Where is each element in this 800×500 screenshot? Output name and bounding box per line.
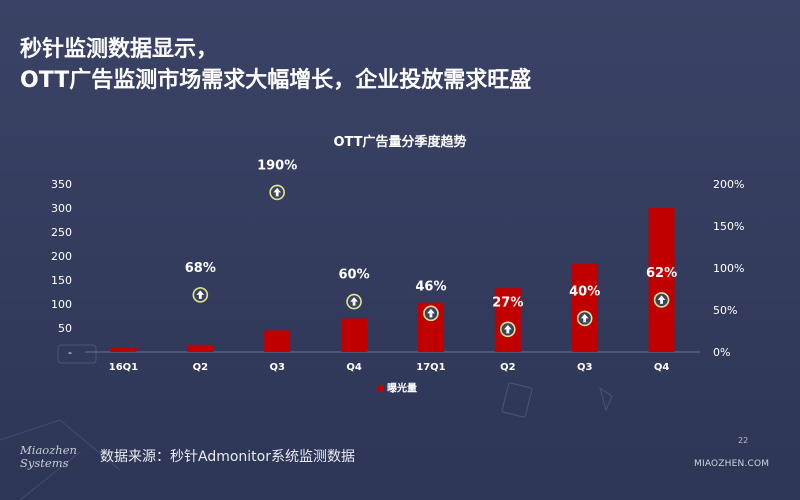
x-tick-label: Q4 (346, 362, 362, 373)
bar-1 (110, 348, 136, 352)
bar-4 (341, 318, 367, 352)
x-tick-label: Q3 (269, 362, 285, 373)
bar-2 (187, 345, 213, 352)
y-left-tick-label: - (68, 346, 72, 359)
y-right-tick-label: 100% (713, 262, 744, 275)
growth-marker-up-arrow-icon (655, 293, 669, 307)
y-left-tick-label: 100 (51, 298, 72, 311)
y-right-tick-label: 150% (713, 220, 744, 233)
y-left-tick-label: 350 (51, 178, 72, 191)
y-left-tick-label: 200 (51, 250, 72, 263)
x-tick-label: Q2 (193, 362, 209, 373)
y-right-tick-label: 0% (713, 346, 730, 359)
miaozhen-logo: Miaozhen Systems (20, 444, 82, 482)
bar-7 (572, 263, 598, 352)
site-url: MIAOZHEN.COM (694, 459, 769, 469)
y-left-tick-label: 300 (51, 202, 72, 215)
x-tick-label: Q4 (654, 362, 670, 373)
growth-label: 68% (185, 261, 216, 276)
data-source-note: 数据来源：秒针Admonitor系统监测数据 (100, 446, 355, 466)
x-tick-label: Q2 (500, 362, 516, 373)
x-tick-label: Q3 (577, 362, 593, 373)
page-number: 22 (738, 436, 748, 445)
growth-label: 60% (339, 268, 370, 283)
growth-marker-up-arrow-icon (501, 322, 515, 336)
y-left-tick-label: 50 (58, 322, 72, 335)
growth-marker-up-arrow-icon (578, 311, 592, 325)
y-left-tick-label: 250 (51, 226, 72, 239)
y-left-tick-label: 150 (51, 274, 72, 287)
growth-label: 46% (415, 279, 446, 294)
growth-marker-up-arrow-icon (424, 306, 438, 320)
legend-label: 曝光量 (387, 382, 417, 395)
growth-marker-up-arrow-icon (270, 185, 284, 199)
growth-marker-up-arrow-icon (347, 295, 361, 309)
x-tick-label: 17Q1 (416, 362, 445, 373)
y-right-tick-label: 200% (713, 178, 744, 191)
growth-label: 40% (569, 284, 600, 299)
growth-label: 190% (257, 158, 297, 173)
legend-swatch (377, 385, 383, 391)
x-tick-label: 16Q1 (109, 362, 138, 373)
growth-label: 27% (492, 295, 523, 310)
growth-label: 62% (646, 266, 677, 281)
y-right-tick-label: 50% (713, 304, 737, 317)
chart-title: OTT广告量分季度趋势 (333, 134, 466, 150)
growth-marker-up-arrow-icon (193, 288, 207, 302)
bar-3 (264, 330, 290, 352)
